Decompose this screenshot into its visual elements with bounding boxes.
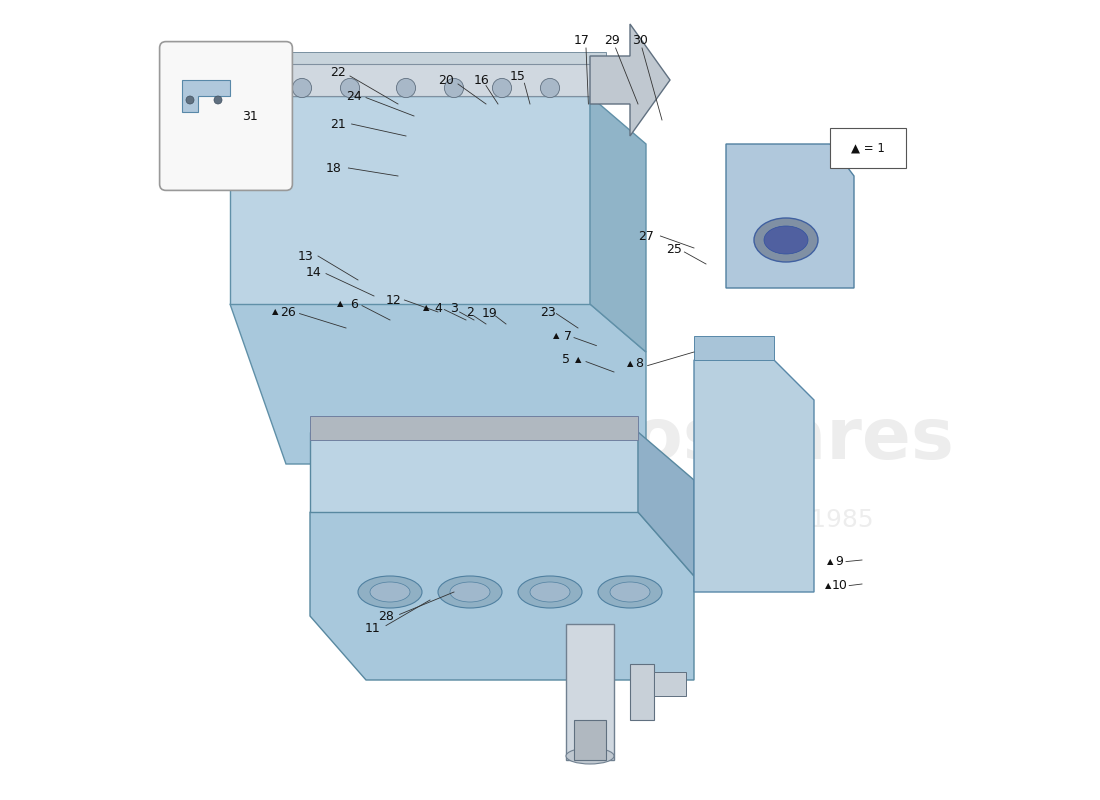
Text: 31: 31 <box>242 110 257 122</box>
Text: 12: 12 <box>386 294 402 306</box>
Text: 28: 28 <box>378 610 394 622</box>
Polygon shape <box>214 64 606 96</box>
Text: 26: 26 <box>279 306 296 318</box>
Circle shape <box>214 96 222 104</box>
Text: 29: 29 <box>605 34 620 46</box>
Text: 23: 23 <box>540 306 557 318</box>
Text: 13: 13 <box>298 250 314 262</box>
Polygon shape <box>638 432 694 576</box>
Ellipse shape <box>754 218 818 262</box>
Text: 15: 15 <box>510 70 526 82</box>
Polygon shape <box>694 360 814 592</box>
Ellipse shape <box>610 582 650 602</box>
Circle shape <box>396 78 416 98</box>
FancyBboxPatch shape <box>160 42 293 190</box>
Polygon shape <box>230 96 590 304</box>
Text: ▲: ▲ <box>422 303 429 313</box>
Circle shape <box>493 78 512 98</box>
Polygon shape <box>630 664 654 720</box>
Text: 14: 14 <box>306 266 322 278</box>
Ellipse shape <box>598 576 662 608</box>
Text: 27: 27 <box>638 230 653 242</box>
Ellipse shape <box>566 748 614 764</box>
Text: 30: 30 <box>631 34 648 46</box>
Text: ▲: ▲ <box>627 359 634 369</box>
Text: 5: 5 <box>562 354 570 366</box>
Ellipse shape <box>764 226 808 254</box>
Text: 9: 9 <box>836 555 844 568</box>
Text: 22: 22 <box>330 66 345 78</box>
Polygon shape <box>310 512 694 680</box>
Polygon shape <box>694 336 774 360</box>
Text: 10: 10 <box>832 579 847 592</box>
Text: 20: 20 <box>438 74 454 86</box>
FancyBboxPatch shape <box>830 128 906 168</box>
Polygon shape <box>222 52 606 80</box>
Text: ▲: ▲ <box>337 299 343 309</box>
Text: 17: 17 <box>574 34 590 46</box>
Polygon shape <box>230 304 646 464</box>
Polygon shape <box>726 144 854 288</box>
Ellipse shape <box>438 576 502 608</box>
Polygon shape <box>590 96 646 352</box>
Ellipse shape <box>530 582 570 602</box>
Text: automotive parts since 1985: automotive parts since 1985 <box>514 508 873 532</box>
Polygon shape <box>566 624 614 760</box>
Text: 8: 8 <box>636 358 644 370</box>
Text: 7: 7 <box>563 330 572 342</box>
Polygon shape <box>654 672 686 696</box>
Circle shape <box>186 96 194 104</box>
Text: 24: 24 <box>346 90 362 102</box>
Text: ▲: ▲ <box>273 307 279 317</box>
Text: 4: 4 <box>434 302 442 314</box>
Text: eurospares: eurospares <box>497 406 955 474</box>
Circle shape <box>293 78 311 98</box>
Circle shape <box>244 78 264 98</box>
Text: 21: 21 <box>330 118 345 130</box>
Circle shape <box>444 78 463 98</box>
Polygon shape <box>310 432 638 512</box>
Text: 6: 6 <box>350 298 358 310</box>
Text: 18: 18 <box>326 162 342 174</box>
Text: 3: 3 <box>450 302 458 314</box>
Text: 25: 25 <box>667 243 682 256</box>
Ellipse shape <box>518 576 582 608</box>
Text: ▲ = 1: ▲ = 1 <box>850 142 884 154</box>
Text: 2: 2 <box>466 306 474 318</box>
Text: ▲: ▲ <box>827 557 834 566</box>
Text: 19: 19 <box>482 307 498 320</box>
Polygon shape <box>574 720 606 760</box>
Text: 16: 16 <box>474 74 490 86</box>
Polygon shape <box>182 80 230 112</box>
Polygon shape <box>310 416 638 440</box>
Polygon shape <box>590 24 670 136</box>
Text: ▲: ▲ <box>825 581 832 590</box>
Text: ▲: ▲ <box>553 331 560 341</box>
Circle shape <box>540 78 560 98</box>
Ellipse shape <box>450 582 490 602</box>
Ellipse shape <box>370 582 410 602</box>
Text: ▲: ▲ <box>574 355 581 365</box>
Circle shape <box>340 78 360 98</box>
Text: 11: 11 <box>364 622 381 634</box>
Ellipse shape <box>358 576 422 608</box>
